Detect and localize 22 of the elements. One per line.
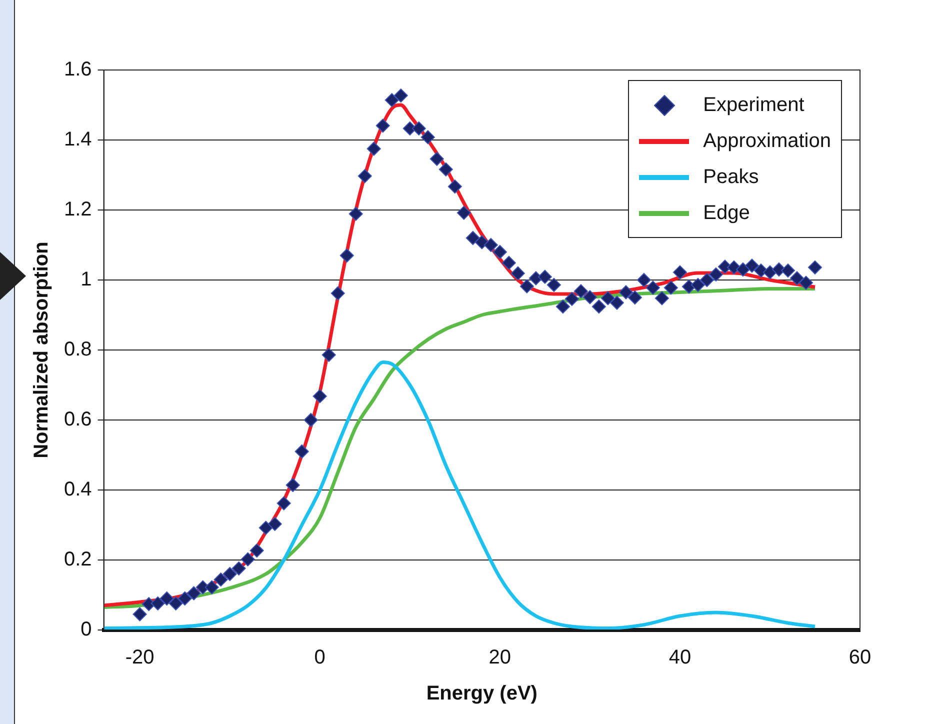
x-tick-label: 0 [314,646,326,669]
y-tick-label: 0 [80,618,92,641]
line-series [104,287,817,609]
x-axis-title: Energy (eV) [426,682,538,705]
legend-label: Approximation [703,130,831,152]
x-tick-label: 60 [848,646,872,669]
y-axis-title: Normalized absorption [30,242,53,458]
y-tick-label: 0.4 [64,478,92,501]
y-tick-label: 1.6 [64,58,92,81]
x-tick-label: -20 [125,646,154,669]
y-tick-label: 0.8 [64,338,92,361]
y-tick-label: 1.4 [64,128,92,151]
legend-label: Edge [703,202,750,224]
y-tick-label: 0.6 [64,408,92,431]
line-series [104,360,817,630]
x-tick-label: 20 [488,646,512,669]
y-tick-label: 0.2 [64,548,92,571]
x-tick-label: 40 [668,646,692,669]
y-tick-label: 1 [80,268,92,291]
legend-label: Peaks [703,166,759,188]
y-tick-label: 1.2 [64,198,92,221]
legend-label: Experiment [703,94,804,116]
